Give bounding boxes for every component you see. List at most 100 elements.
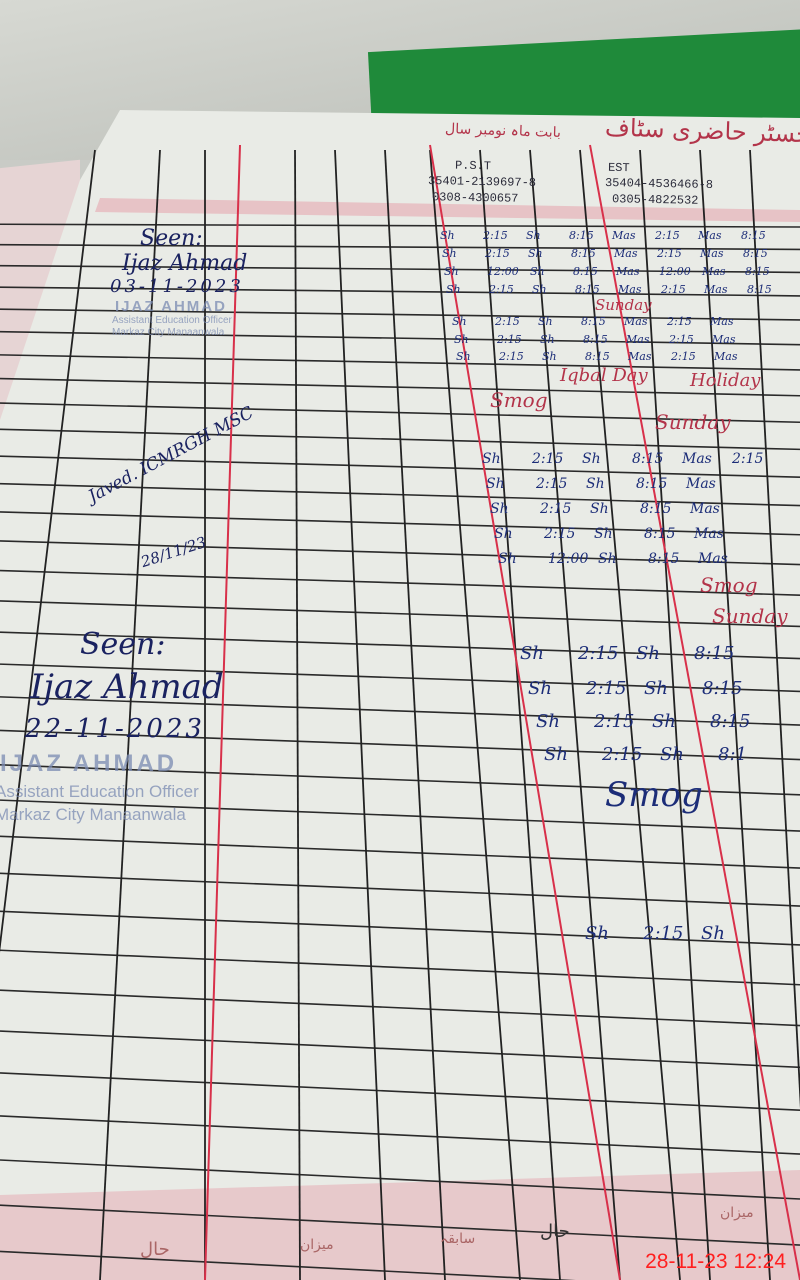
row-line [0, 455, 800, 478]
entry-cell: 12:00 [659, 265, 691, 278]
entry-cell: Mas [628, 350, 652, 363]
entry-cell: Sh [520, 643, 544, 664]
entry-cell: 2:15 [669, 333, 694, 346]
note-smog-1: Smog [490, 388, 548, 412]
note-smog-3: Smog [605, 775, 703, 815]
entry-cell: Sh [446, 283, 461, 296]
entry-cell: Sh [538, 315, 553, 328]
entry-cell: 12:00 [548, 551, 589, 567]
entry-cell: 2:15 [602, 744, 643, 765]
entry-cell: Sh [498, 551, 517, 567]
visit-1-date: 03-11-2023 [110, 276, 244, 297]
visit-1-seen: Seen: [140, 226, 203, 251]
entry-cell: Sh [530, 265, 545, 278]
entry-cell: Mas [686, 476, 716, 492]
entry-cell: Mas [702, 265, 726, 278]
note-smog-2: Smog [700, 573, 758, 597]
entry-cell: 2:15 [495, 315, 520, 328]
entry-cell: Sh [660, 744, 684, 765]
entry-cell: Sh [482, 451, 501, 467]
entry-cell: Sh [636, 643, 660, 664]
entry-cell: 8:15 [747, 283, 772, 296]
entry-cell: Mas [618, 283, 642, 296]
column-line [479, 149, 561, 1280]
entry-cell: Sh [590, 501, 609, 517]
row-line [0, 1030, 800, 1069]
entry-cell: Sh [544, 744, 568, 765]
entry-cell: Sh [594, 526, 613, 542]
entry-cell: Sh [536, 711, 560, 732]
row-line [0, 872, 800, 907]
entry-cell: Mas [626, 333, 650, 346]
row-line [0, 377, 800, 397]
entry-cell: 2:15 [586, 678, 627, 699]
entry-cell: Sh [444, 265, 459, 278]
stamp-1-name: IJAZ AHMAD [115, 298, 227, 315]
entry-cell: 8:15 [710, 711, 751, 732]
row-line [0, 696, 800, 726]
entry-cell: Sh [582, 451, 601, 467]
entry-cell: 8:15 [585, 350, 610, 363]
entry-cell: Sh [526, 229, 541, 242]
column-line [334, 149, 386, 1280]
footer-label-5: میزان [720, 1205, 754, 1221]
entry-cell: 8:15 [575, 283, 600, 296]
header-band [95, 198, 800, 222]
entry-cell: 8:1 [718, 744, 747, 765]
column-line [529, 149, 621, 1280]
entry-cell: Mas [614, 247, 638, 260]
entry-cell: Mas [712, 333, 736, 346]
entry-cell: 8:15 [741, 229, 766, 242]
entry-cell: Mas [698, 229, 722, 242]
staff-2-designation: EST [607, 160, 630, 176]
column-line [639, 149, 711, 1280]
stamp-2-title: Assistant Education Officer [0, 782, 199, 801]
entry-cell: 8:15 [569, 229, 594, 242]
entry-cell: Sh [454, 333, 469, 346]
entry-cell: Sh [442, 247, 457, 260]
column-line [429, 149, 521, 1280]
row-line [0, 286, 800, 297]
row-line [0, 243, 800, 251]
entry-cell: Sh [532, 283, 547, 296]
staff-2-cnic: 35404-4536466-8 [604, 176, 714, 192]
red-margin-line [429, 144, 621, 1280]
row-line [0, 1159, 800, 1200]
row-line [0, 330, 800, 346]
entry-cell: Sh [701, 923, 725, 944]
camera-timestamp: 28-11-23 12:24 [645, 1250, 786, 1273]
entry-cell: 2:15 [489, 283, 514, 296]
entry-cell: Mas [700, 247, 724, 260]
entry-cell: 8:15 [644, 526, 676, 542]
entry-cell: 8:15 [640, 501, 672, 517]
visit-3-signature: Ijaz Ahmad [30, 667, 224, 707]
column-line [749, 149, 800, 1109]
column-line [99, 149, 161, 1280]
entry-cell: Sh [486, 476, 505, 492]
entry-cell: Sh [540, 333, 555, 346]
entry-cell: Mas [682, 451, 712, 467]
entry-cell: Sh [528, 247, 543, 260]
visit-3-date: 22-11-2023 [25, 714, 205, 744]
row-line [0, 511, 800, 536]
footer-label-2: سابقہ [440, 1231, 476, 1247]
row-line [0, 264, 800, 274]
row-line [0, 482, 800, 507]
entry-cell: 2:15 [594, 711, 635, 732]
entry-cell: 2:15 [532, 451, 564, 467]
red-margin-line [204, 144, 241, 1280]
entry-cell: Sh [494, 526, 513, 542]
row-line [0, 402, 800, 424]
entry-cell: 2:15 [483, 229, 508, 242]
visit-3-seen: Seen: [80, 627, 166, 662]
entry-cell: 8:15 [636, 476, 668, 492]
entry-cell: Sh [456, 350, 471, 363]
row-line [0, 835, 800, 869]
entry-cell: 2:15 [544, 526, 576, 542]
entry-cell: 8:15 [694, 643, 735, 664]
stamp-1-place: Markaz City Manaanwala [112, 327, 225, 338]
entry-cell: Mas [612, 229, 636, 242]
entry-cell: 2:15 [497, 333, 522, 346]
entry-cell: Sh [652, 711, 676, 732]
entry-cell: 2:15 [578, 643, 619, 664]
